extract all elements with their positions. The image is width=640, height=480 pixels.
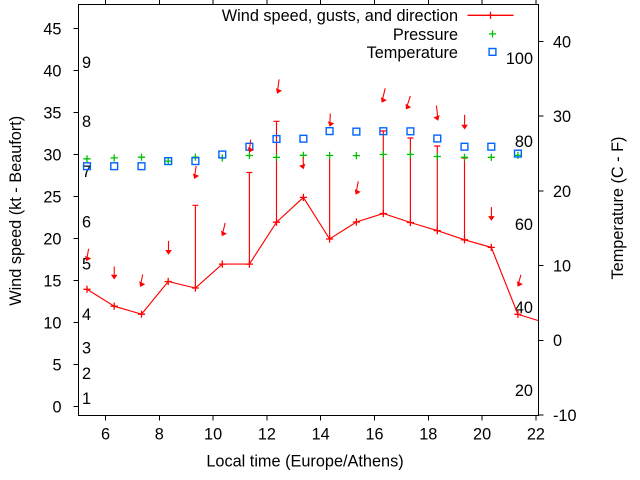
svg-text:20: 20 (473, 426, 491, 444)
svg-text:30: 30 (43, 147, 61, 165)
svg-text:9: 9 (82, 54, 91, 72)
svg-text:5: 5 (52, 357, 61, 375)
svg-text:0: 0 (52, 399, 61, 417)
svg-text:Wind speed (kt - Beaufort): Wind speed (kt - Beaufort) (7, 116, 25, 306)
svg-text:Local time (Europe/Athens): Local time (Europe/Athens) (206, 452, 403, 470)
svg-text:Temperature (C - F): Temperature (C - F) (609, 137, 627, 280)
svg-text:6: 6 (82, 214, 91, 232)
svg-text:60: 60 (515, 216, 533, 234)
svg-text:10: 10 (204, 426, 222, 444)
svg-text:0: 0 (553, 332, 562, 350)
svg-text:6: 6 (101, 426, 110, 444)
svg-text:80: 80 (515, 133, 533, 151)
svg-text:12: 12 (258, 426, 276, 444)
svg-text:4: 4 (82, 306, 91, 324)
svg-text:20: 20 (515, 382, 533, 400)
svg-text:8: 8 (82, 113, 91, 131)
svg-text:35: 35 (43, 105, 61, 123)
svg-text:10: 10 (553, 258, 571, 276)
svg-text:25: 25 (43, 189, 61, 207)
svg-text:3: 3 (82, 340, 91, 358)
svg-text:30: 30 (553, 108, 571, 126)
svg-text:20: 20 (43, 231, 61, 249)
svg-text:8: 8 (155, 426, 164, 444)
svg-text:45: 45 (43, 21, 61, 39)
svg-text:16: 16 (365, 426, 383, 444)
svg-text:Wind speed, gusts, and directi: Wind speed, gusts, and direction (222, 7, 458, 25)
svg-text:15: 15 (43, 273, 61, 291)
svg-text:18: 18 (419, 426, 437, 444)
svg-text:Pressure: Pressure (393, 26, 458, 44)
svg-text:14: 14 (312, 426, 330, 444)
svg-text:20: 20 (553, 183, 571, 201)
svg-text:Temperature: Temperature (367, 44, 458, 62)
svg-text:40: 40 (43, 63, 61, 81)
svg-text:100: 100 (506, 50, 533, 68)
svg-text:2: 2 (82, 365, 91, 383)
svg-text:22: 22 (527, 426, 545, 444)
svg-text:5: 5 (82, 256, 91, 274)
svg-text:40: 40 (553, 33, 571, 51)
svg-text:1: 1 (82, 390, 91, 408)
svg-text:10: 10 (43, 315, 61, 333)
svg-text:7: 7 (82, 163, 91, 181)
svg-text:40: 40 (515, 299, 533, 317)
svg-text:-10: -10 (553, 407, 577, 425)
